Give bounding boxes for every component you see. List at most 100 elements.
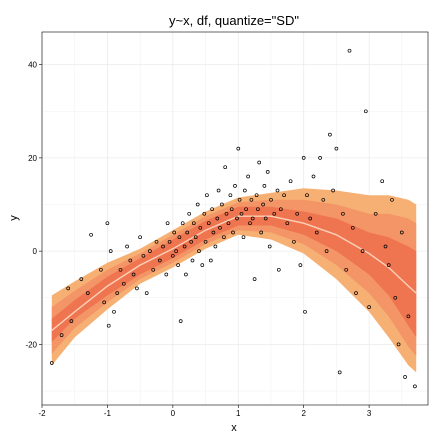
data-point xyxy=(184,272,188,277)
data-point xyxy=(115,291,120,295)
data-point xyxy=(248,221,252,226)
data-point xyxy=(99,267,103,272)
data-point xyxy=(275,188,280,193)
data-point xyxy=(403,375,407,379)
data-point xyxy=(157,258,162,263)
data-point xyxy=(165,221,170,226)
data-point xyxy=(154,239,159,244)
data-point xyxy=(367,305,371,309)
data-point xyxy=(167,239,172,244)
data-point xyxy=(237,197,242,202)
data-point xyxy=(292,239,296,244)
y-tick-label: 0 xyxy=(33,247,38,256)
data-point xyxy=(305,193,309,198)
data-point xyxy=(278,207,283,212)
data-point xyxy=(250,216,255,221)
data-point xyxy=(79,277,84,281)
data-point xyxy=(285,221,290,226)
data-point xyxy=(208,258,213,263)
band-sd1 xyxy=(51,206,417,343)
data-point xyxy=(235,216,239,221)
data-point xyxy=(321,197,326,202)
data-point xyxy=(102,300,107,305)
x-tick-label: 2 xyxy=(301,409,306,418)
data-point xyxy=(347,48,352,53)
data-point xyxy=(197,249,201,253)
data-point xyxy=(131,272,136,277)
mean-curve xyxy=(51,215,417,331)
data-point xyxy=(303,309,307,314)
data-point xyxy=(164,272,169,277)
data-point xyxy=(282,193,286,198)
data-point xyxy=(301,156,306,160)
data-point xyxy=(206,221,211,226)
x-tick-label: 1 xyxy=(236,409,241,418)
data-point xyxy=(413,384,417,389)
x-tick-label: -1 xyxy=(104,409,112,418)
data-point xyxy=(257,160,262,165)
data-point xyxy=(213,244,218,249)
data-point xyxy=(324,249,329,253)
sd-bands xyxy=(51,188,417,373)
data-point xyxy=(195,202,200,207)
data-point xyxy=(236,146,241,151)
x-axis-label: x xyxy=(231,422,237,434)
data-point xyxy=(390,197,394,202)
data-point xyxy=(187,211,192,216)
data-point xyxy=(249,197,254,202)
data-point xyxy=(138,235,142,240)
data-point xyxy=(399,230,404,235)
data-point xyxy=(224,211,229,216)
data-point xyxy=(49,361,54,365)
data-point xyxy=(256,207,260,212)
data-point xyxy=(354,291,358,295)
data-point xyxy=(314,230,319,235)
data-point xyxy=(263,216,268,221)
data-point xyxy=(161,244,165,249)
data-point xyxy=(386,263,391,267)
data-point xyxy=(360,249,365,253)
data-point xyxy=(393,295,398,300)
data-point xyxy=(288,179,293,184)
data-point xyxy=(295,211,300,216)
data-point xyxy=(229,207,234,212)
data-point xyxy=(128,258,133,263)
data-point xyxy=(66,286,71,291)
data-point xyxy=(198,225,203,230)
data-point xyxy=(141,253,146,258)
data-point xyxy=(200,263,205,267)
data-point xyxy=(328,132,332,137)
data-point xyxy=(373,211,378,216)
data-point xyxy=(121,281,126,286)
data-point xyxy=(242,188,247,193)
data-point xyxy=(298,263,303,267)
data-point xyxy=(331,188,335,193)
data-points xyxy=(49,48,417,389)
y-axis-ticks: -20 0 20 40 xyxy=(25,61,42,349)
chart-title: y~x, df, quantize="SD" xyxy=(169,13,299,28)
data-point xyxy=(261,202,265,207)
data-point xyxy=(241,235,246,240)
grid xyxy=(41,32,428,405)
data-point xyxy=(254,193,259,198)
data-point xyxy=(223,165,228,170)
mean-line xyxy=(51,215,417,331)
data-point xyxy=(318,156,322,160)
data-point xyxy=(233,184,237,188)
x-tick-label: 0 xyxy=(171,409,176,418)
data-point xyxy=(334,146,339,151)
data-point xyxy=(215,216,220,221)
data-point xyxy=(178,319,183,323)
data-point xyxy=(276,267,281,272)
data-point xyxy=(59,333,64,337)
data-point xyxy=(193,235,198,240)
data-point xyxy=(211,230,216,235)
data-point xyxy=(135,286,139,291)
data-point xyxy=(108,249,113,253)
x-tick-label: -2 xyxy=(38,409,46,418)
data-point xyxy=(337,370,342,375)
data-point xyxy=(244,207,248,212)
data-point xyxy=(182,244,187,249)
data-point xyxy=(344,267,349,272)
